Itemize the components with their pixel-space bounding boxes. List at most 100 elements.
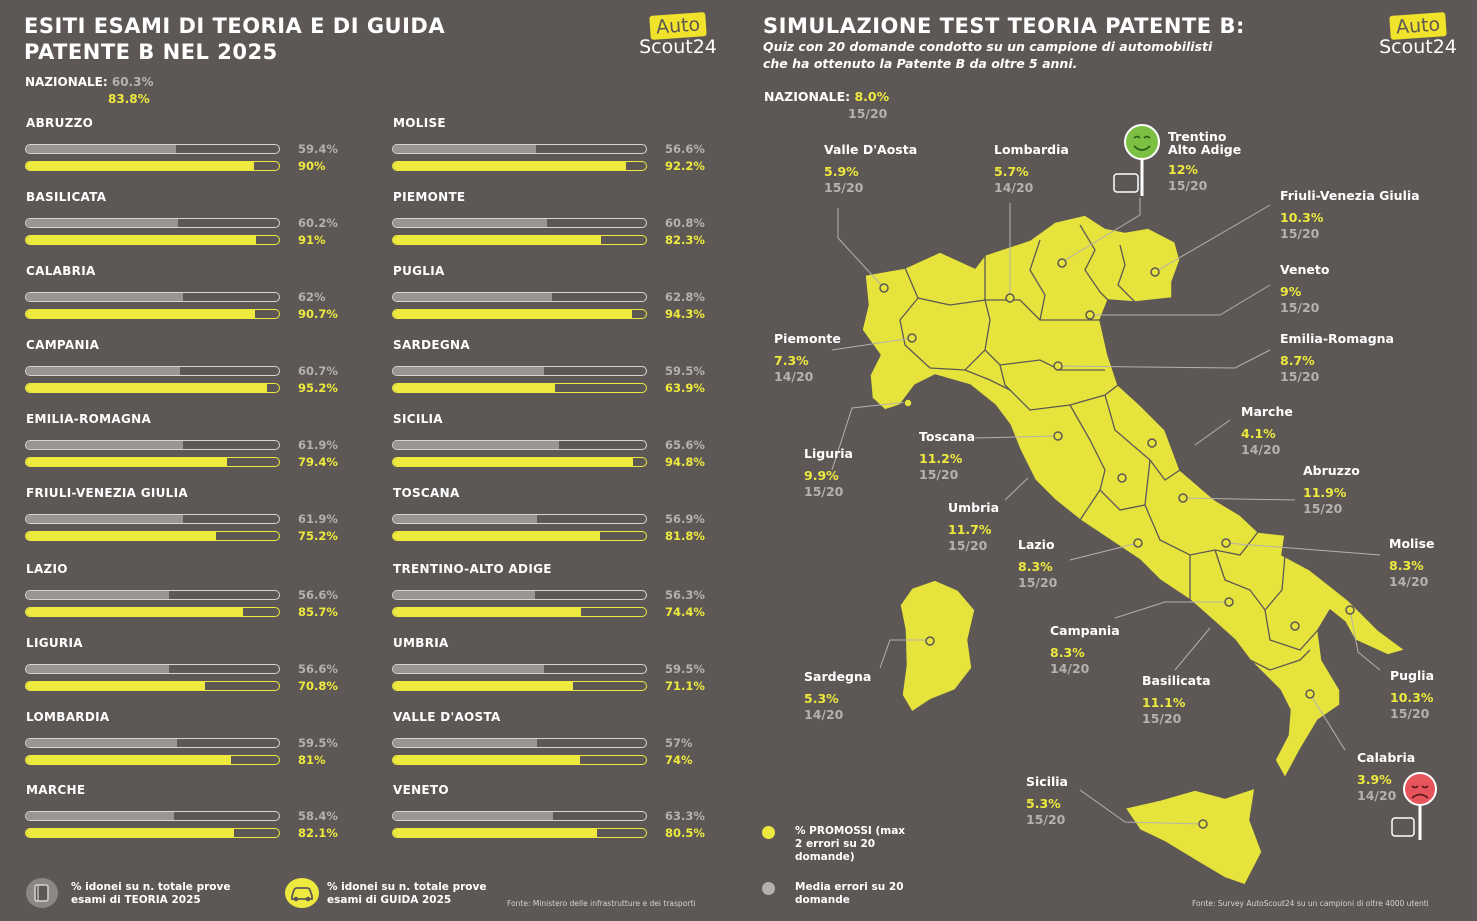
map-region-name: Sicilia xyxy=(1026,774,1068,789)
map-region-pct: 5.3% xyxy=(804,691,839,706)
bar-fill-theory-lombardia xyxy=(26,739,177,747)
region-name-abruzzo: ABRUZZO xyxy=(26,116,94,130)
bar-fill-driving-veneto xyxy=(393,829,597,837)
bar-fill-theory-veneto xyxy=(393,812,554,820)
left-national-label: NAZIONALE: xyxy=(25,75,108,89)
region-name-puglia: PUGLIA xyxy=(393,264,445,278)
bar-fill-theory-lazio xyxy=(26,591,170,599)
map-region-pct: 11.7% xyxy=(948,522,992,537)
bar-driving-liguria xyxy=(25,681,280,691)
bar-theory-liguria xyxy=(25,664,280,674)
map-label-valle-d-aosta: Valle D'Aosta 5.9% 15/20 xyxy=(824,142,917,196)
map-label-friuli-venezia-giulia: Friuli-Venezia Giulia 10.3% 15/20 xyxy=(1280,188,1420,242)
region-name-veneto: VENETO xyxy=(393,783,449,797)
map-region-pct: 11.2% xyxy=(919,451,963,466)
bar-driving-umbria xyxy=(392,681,647,691)
map-label-abruzzo: Abruzzo 11.9% 15/20 xyxy=(1303,463,1360,517)
map-region-score: 14/20 xyxy=(1357,788,1397,803)
region-dots xyxy=(879,258,1355,829)
map-region-name: Lazio xyxy=(1018,537,1055,552)
map-region-score: 14/20 xyxy=(1050,661,1090,676)
map-region-name: Piemonte xyxy=(774,331,841,346)
pct-theory-molise: 56.6% xyxy=(665,142,705,156)
bar-fill-theory-valle-d-aosta xyxy=(393,739,538,747)
map-region-score: 14/20 xyxy=(774,369,814,384)
bar-fill-driving-lazio xyxy=(26,608,243,616)
bar-driving-toscana xyxy=(392,531,647,541)
bar-fill-theory-piemonte xyxy=(393,219,547,227)
map-region-name: Veneto xyxy=(1280,262,1330,277)
map-region-pct: 9% xyxy=(1280,284,1302,299)
bar-fill-driving-sardegna xyxy=(393,384,555,392)
bar-fill-theory-molise xyxy=(393,145,537,153)
map-region-name: Liguria xyxy=(804,446,853,461)
region-name-toscana: TOSCANA xyxy=(393,486,460,500)
map-label-trentino-alto-adige: Trentino Alto Adige 12% 15/20 xyxy=(1168,130,1241,194)
map-region-score: 15/20 xyxy=(948,538,988,553)
pct-driving-calabria: 90.7% xyxy=(298,307,338,321)
pct-driving-piemonte: 82.3% xyxy=(665,233,705,247)
map-region-name: Friuli-Venezia Giulia xyxy=(1280,188,1420,203)
bar-theory-lazio xyxy=(25,590,280,600)
bar-driving-lazio xyxy=(25,607,280,617)
pct-theory-sicilia: 65.6% xyxy=(665,438,705,452)
pct-driving-friuli-venezia-giulia: 75.2% xyxy=(298,529,338,543)
region-name-trentino-alto-adige: TRENTINO-ALTO ADIGE xyxy=(393,562,552,576)
bar-fill-theory-abruzzo xyxy=(26,145,177,153)
map-label-piemonte: Piemonte 7.3% 14/20 xyxy=(774,331,841,385)
bar-fill-theory-puglia xyxy=(393,293,552,301)
map-label-lombardia: Lombardia 5.7% 14/20 xyxy=(994,142,1069,196)
bar-fill-theory-trentino-alto-adige xyxy=(393,591,536,599)
bar-theory-calabria xyxy=(25,292,280,302)
pct-driving-sardegna: 63.9% xyxy=(665,381,705,395)
map-label-toscana: Toscana 11.2% 15/20 xyxy=(919,429,975,483)
map-label-veneto: Veneto 9% 15/20 xyxy=(1280,262,1329,316)
bar-fill-theory-sardegna xyxy=(393,367,544,375)
bar-theory-friuli-venezia-giulia xyxy=(25,514,280,524)
map-region-pct: 11.1% xyxy=(1142,695,1186,710)
map-region-pct: 5.9% xyxy=(824,164,859,179)
bar-fill-driving-liguria xyxy=(26,682,206,690)
map-region-score: 15/20 xyxy=(1280,300,1320,315)
pct-theory-piemonte: 60.8% xyxy=(665,216,705,230)
pct-driving-marche: 82.1% xyxy=(298,826,338,840)
bar-fill-driving-emilia-romagna xyxy=(26,458,227,466)
map-region-pct: 4.1% xyxy=(1241,426,1276,441)
map-region-pct: 5.7% xyxy=(994,164,1029,179)
bar-theory-sicilia xyxy=(392,440,647,450)
bar-theory-basilicata xyxy=(25,218,280,228)
map-region-score: 15/20 xyxy=(804,484,844,499)
region-name-calabria: CALABRIA xyxy=(26,264,96,278)
bar-theory-toscana xyxy=(392,514,647,524)
map-label-emilia-romagna: Emilia-Romagna 8.7% 15/20 xyxy=(1280,331,1394,385)
pct-theory-campania: 60.7% xyxy=(298,364,338,378)
pct-driving-valle-d-aosta: 74% xyxy=(665,753,693,767)
region-name-campania: CAMPANIA xyxy=(26,338,100,352)
pct-theory-toscana: 56.9% xyxy=(665,512,705,526)
map-region-pct: 12% xyxy=(1168,162,1198,177)
sardinia-shape xyxy=(899,579,976,713)
region-name-basilicata: BASILICATA xyxy=(26,190,107,204)
map-region-name: Campania xyxy=(1050,623,1120,638)
bar-fill-driving-trentino-alto-adige xyxy=(393,608,582,616)
bar-driving-valle-d-aosta xyxy=(392,755,647,765)
bar-theory-piemonte xyxy=(392,218,647,228)
bar-driving-veneto xyxy=(392,828,647,838)
right-subtitle: Quiz con 20 domande condotto su un campi… xyxy=(763,38,1212,72)
bar-fill-theory-toscana xyxy=(393,515,537,523)
pct-driving-abruzzo: 90% xyxy=(298,159,326,173)
region-name-lazio: LAZIO xyxy=(26,562,68,576)
legend-gray-dot xyxy=(762,882,775,895)
bar-driving-abruzzo xyxy=(25,161,280,171)
bar-driving-basilicata xyxy=(25,235,280,245)
bar-fill-theory-emilia-romagna xyxy=(26,441,183,449)
legend-driving-text: % idonei su n. totale prove esami di GUI… xyxy=(327,881,487,906)
pct-driving-sicilia: 94.8% xyxy=(665,455,705,469)
bar-fill-theory-umbria xyxy=(393,665,544,673)
pct-theory-liguria: 56.6% xyxy=(298,662,338,676)
bar-driving-lombardia xyxy=(25,755,280,765)
map-region-name: Toscana xyxy=(919,429,976,444)
map-region-score: 15/20 xyxy=(1142,711,1182,726)
map-label-campania: Campania 8.3% 14/20 xyxy=(1050,623,1120,677)
map-region-score: 14/20 xyxy=(1241,442,1281,457)
